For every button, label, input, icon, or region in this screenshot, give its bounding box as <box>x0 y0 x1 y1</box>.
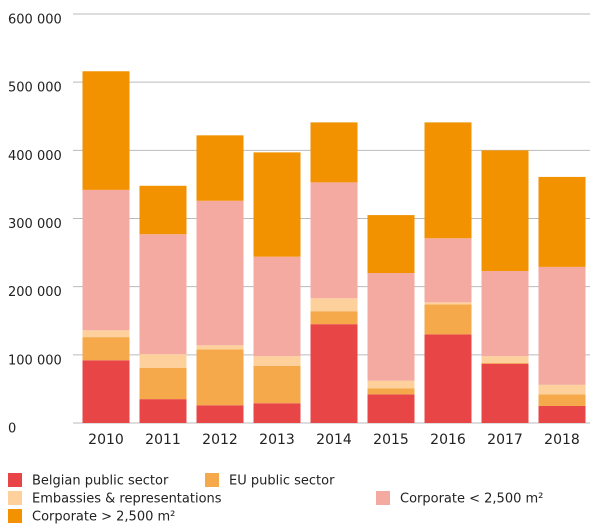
bar-segment <box>196 135 244 201</box>
x-tick-label: 2014 <box>316 432 352 448</box>
bar-segment <box>253 403 301 423</box>
legend-label: Corporate > 2,500 m² <box>32 510 175 525</box>
bar-segment <box>196 405 244 423</box>
bar-segment <box>82 360 130 423</box>
y-tick-label: 500 000 <box>8 81 62 96</box>
bar-segment <box>139 399 187 423</box>
bar-segment <box>481 363 529 364</box>
bar-segment <box>196 200 244 346</box>
legend-label: EU public sector <box>229 474 335 489</box>
bar-segment <box>253 152 301 257</box>
y-tick-label: 200 000 <box>8 285 62 300</box>
bar-segment <box>538 266 586 385</box>
bar-segment <box>481 356 529 364</box>
bar-segment <box>424 122 472 239</box>
bar-segment <box>424 304 472 335</box>
bar-segment <box>139 367 187 400</box>
legend-swatch <box>376 491 390 505</box>
bar-segment <box>196 345 244 350</box>
bar-segment <box>139 234 187 355</box>
bar-segment <box>253 256 301 357</box>
bar-segment <box>253 356 301 366</box>
x-tick-label: 2012 <box>202 432 238 448</box>
legend-swatch <box>8 491 22 505</box>
bar-segment <box>82 71 130 190</box>
bar-segment <box>139 185 187 235</box>
y-tick-label: 400 000 <box>8 149 62 164</box>
legend-swatch <box>205 473 219 487</box>
y-tick-label: 600 000 <box>8 13 62 28</box>
bar-segment <box>367 380 415 389</box>
x-tick-label: 2011 <box>145 432 181 448</box>
bar-segment <box>367 273 415 381</box>
x-tick-label: 2017 <box>487 432 523 448</box>
bar-segment <box>367 215 415 274</box>
x-tick-label: 2010 <box>88 432 124 448</box>
y-tick-label: 100 000 <box>8 353 62 368</box>
x-tick-label: 2016 <box>430 432 466 448</box>
bar-segment <box>253 365 301 404</box>
bar-segment <box>196 349 244 406</box>
x-tick-label: 2018 <box>544 432 580 448</box>
bar-segment <box>82 337 130 361</box>
y-tick-label: 0 <box>8 422 16 437</box>
bar-segment <box>310 182 358 299</box>
bar-segment <box>424 302 472 305</box>
y-tick-label: 300 000 <box>8 217 62 232</box>
bar-segment <box>310 324 358 423</box>
legend-label: Embassies & representations <box>32 492 222 507</box>
bar-segment <box>481 150 529 271</box>
bar-segment <box>538 394 586 406</box>
bar-segment <box>367 388 415 395</box>
legend-swatch <box>8 473 22 487</box>
bar-segment <box>538 384 586 395</box>
bar-segment <box>538 405 586 423</box>
bar-segment <box>424 238 472 303</box>
bar-segment <box>538 176 586 267</box>
bar-segment <box>367 394 415 423</box>
legend-label: Corporate < 2,500 m² <box>400 492 543 507</box>
legend-label: Belgian public sector <box>32 474 169 489</box>
bar-segment <box>481 270 529 357</box>
bar-segment <box>481 363 529 423</box>
bar-segment <box>82 330 130 338</box>
bar-segment <box>310 298 358 312</box>
bar-segment <box>310 311 358 325</box>
bar-segment <box>310 122 358 183</box>
bar-segment <box>139 354 187 368</box>
bar-segment <box>82 189 130 331</box>
legend-swatch <box>8 509 22 523</box>
bar-segment <box>424 334 472 423</box>
x-tick-label: 2015 <box>373 432 409 448</box>
x-tick-label: 2013 <box>259 432 295 448</box>
